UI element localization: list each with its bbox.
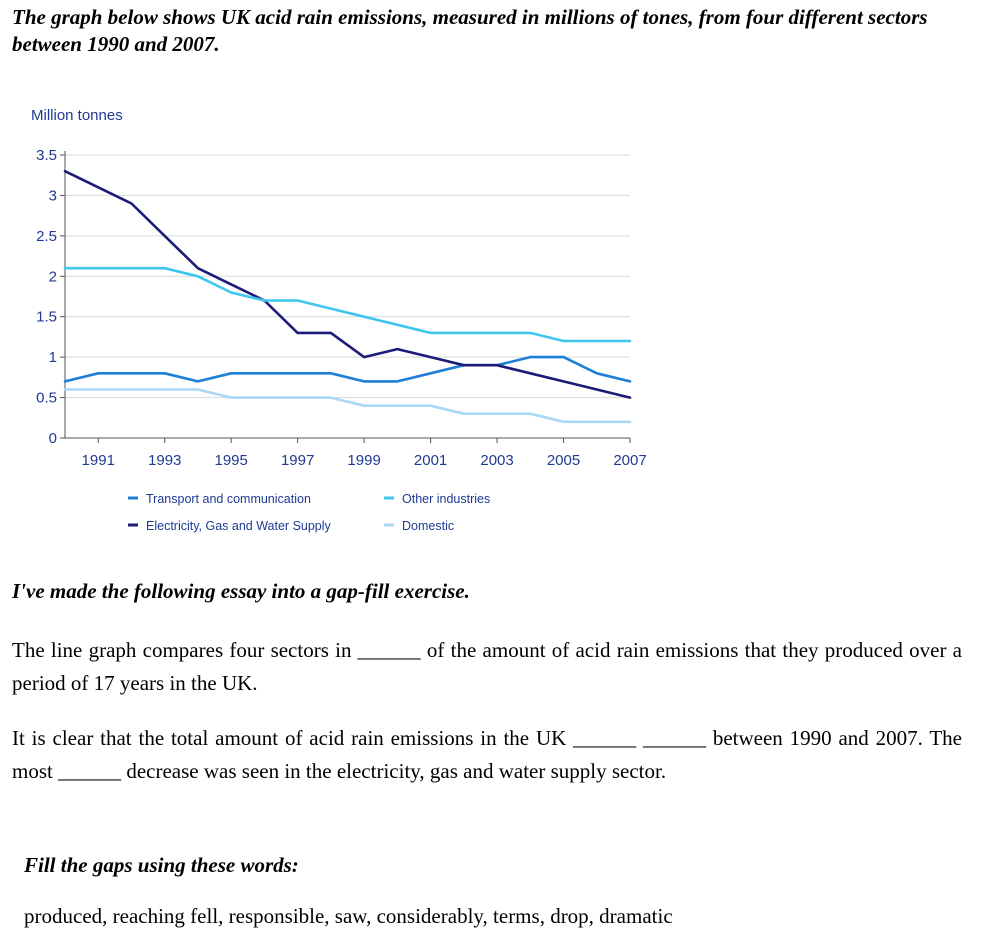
line-chart: Million tonnes 0 0.5 1 1.5 2 2.5 3 3.5 1991 1993… [31,107,647,533]
legend-label: Other industries [402,492,490,506]
x-tick-label: 1993 [148,452,181,469]
y-tick-label: 2.5 [36,228,57,245]
x-tick-label: 1991 [82,452,115,469]
y-tick-label: 1 [49,349,57,366]
word-list: produced, reaching fell, responsible, sa… [24,904,673,928]
y-tick-label: 1.5 [36,309,57,326]
y-tick-label: 0.5 [36,390,57,407]
y-tick-label: 3 [49,187,57,204]
series-line [63,388,632,424]
x-tick-label: 2001 [414,452,447,469]
gridlines [65,154,630,399]
essay-heading: I've made the following essay into a gap… [12,579,470,603]
x-tick-label: 1999 [347,452,380,469]
legend-label: Transport and communication [146,492,311,506]
y-tick-label: 3.5 [36,147,57,164]
x-tick-label: 2007 [613,452,646,469]
essay-paragraph-1: The line graph compares four sectors in … [12,638,962,695]
y-tick-labels: 0 0.5 1 1.5 2 2.5 3 3.5 [36,147,57,447]
legend-item: Electricity, Gas and Water Supply [128,519,332,533]
x-tick-label: 1995 [214,452,247,469]
y-tick-label: 0 [49,430,57,447]
fill-gaps-heading: Fill the gaps using these words: [24,853,299,877]
y-axis-label: Million tonnes [31,107,123,124]
essay-paragraph-2: It is clear that the total amount of aci… [12,726,962,783]
legend-item: Domestic [384,519,454,533]
axes [60,151,631,443]
legend-item: Transport and communication [128,492,311,506]
series-line [63,169,632,399]
x-tick-labels: 1991 1993 1995 1997 1999 2001 2003 2005 2007 [82,452,647,469]
legend-label: Domestic [402,519,454,533]
legend: Transport and communication Other industr… [128,492,490,533]
y-tick-label: 2 [49,268,57,285]
x-tick-label: 2003 [480,452,513,469]
x-tick-label: 1997 [281,452,314,469]
series-lines [63,169,632,424]
page-title: The graph below shows UK acid rain emiss… [12,5,928,56]
x-tick-label: 2005 [547,452,580,469]
legend-label: Electricity, Gas and Water Supply [146,519,332,533]
series-line [63,355,632,383]
legend-item: Other industries [384,492,490,506]
series-line [63,266,632,343]
